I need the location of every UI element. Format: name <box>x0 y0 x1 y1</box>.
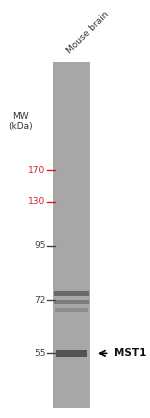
Text: 130: 130 <box>28 197 46 206</box>
Text: 72: 72 <box>34 296 46 305</box>
Text: 95: 95 <box>34 241 46 250</box>
Bar <box>56 350 87 357</box>
Bar <box>54 291 89 296</box>
Text: 170: 170 <box>28 166 46 175</box>
Text: Mouse brain: Mouse brain <box>65 10 111 56</box>
Bar <box>54 301 89 304</box>
Bar <box>55 308 88 312</box>
Text: 55: 55 <box>34 349 46 358</box>
Text: MW
(kDa): MW (kDa) <box>8 112 32 131</box>
Text: MST1: MST1 <box>114 348 147 358</box>
